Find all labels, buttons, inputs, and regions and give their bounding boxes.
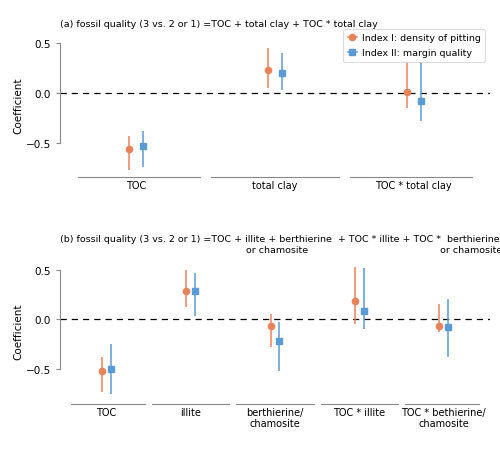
Text: (b) fossil quality (3 vs. 2 or 1) =TOC + illite + berthierine  + TOC * illite + : (b) fossil quality (3 vs. 2 or 1) =TOC +… [60, 235, 500, 255]
Y-axis label: Coefficient: Coefficient [13, 303, 23, 359]
Legend: Index I: density of pitting, Index II: margin quality: Index I: density of pitting, Index II: m… [343, 29, 486, 62]
Text: (a) fossil quality (3 vs. 2 or 1) =TOC + total clay + TOC * total clay: (a) fossil quality (3 vs. 2 or 1) =TOC +… [60, 20, 378, 28]
Y-axis label: Coefficient: Coefficient [13, 77, 23, 133]
